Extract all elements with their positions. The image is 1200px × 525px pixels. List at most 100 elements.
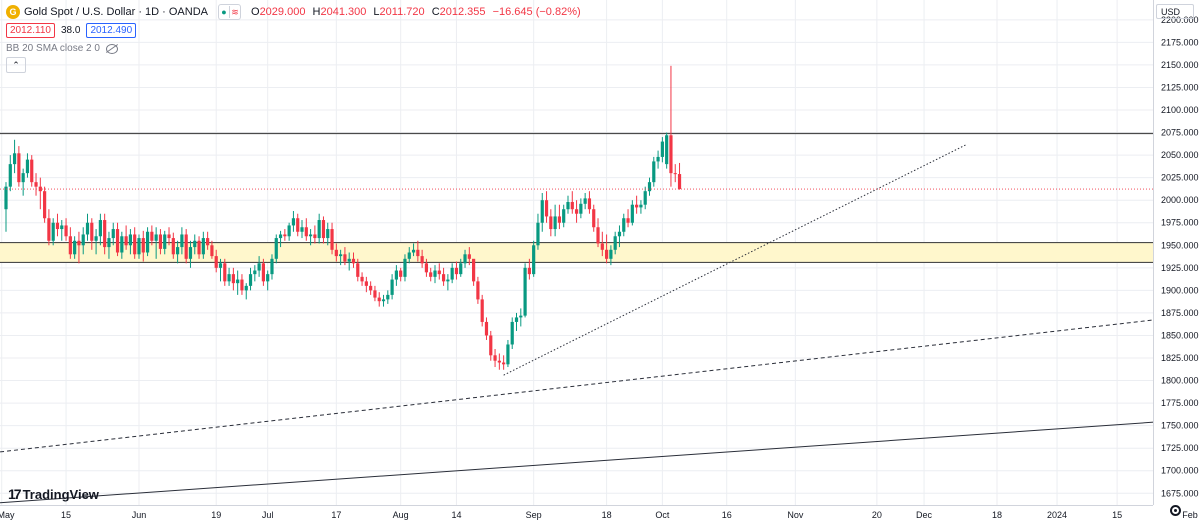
candle-body — [351, 258, 356, 264]
market-status-pill[interactable]: ● ≋ — [218, 4, 241, 20]
candle-body — [394, 270, 398, 280]
candle-body — [68, 236, 72, 255]
candle-body — [497, 360, 501, 363]
collapse-legend-button[interactable]: ⌃ — [6, 57, 26, 73]
eye-hidden-icon[interactable] — [105, 43, 118, 54]
candle-body — [630, 204, 634, 223]
candle-body — [107, 238, 111, 248]
candle-body — [459, 263, 463, 275]
price-tick-label: 1875.000 — [1161, 308, 1199, 318]
ohlc-open-key: O — [251, 6, 260, 18]
candle-body — [330, 229, 334, 250]
currency-selector[interactable]: USD — [1156, 4, 1194, 19]
price-tick-label: 2075.000 — [1161, 128, 1199, 138]
candle-body — [587, 198, 592, 210]
candle-body — [390, 279, 394, 295]
tradingview-wordmark: TradingView — [22, 486, 99, 502]
candle-body — [77, 240, 81, 246]
candle-body — [8, 164, 12, 187]
candle-body — [248, 274, 253, 286]
candle-body — [652, 161, 656, 183]
candle-body — [514, 317, 519, 322]
candle-body — [214, 256, 218, 268]
candle-body — [94, 236, 98, 241]
candle-body — [283, 234, 287, 237]
symbol-legend[interactable]: G Gold Spot / U.S. Dollar · 1D · OANDA ●… — [6, 4, 585, 20]
candle-body — [128, 234, 133, 246]
trendlines — [0, 143, 1200, 504]
candle-body — [145, 231, 150, 253]
candle-body — [583, 198, 587, 204]
time-tick-label: 17 — [331, 510, 341, 520]
candle-body — [399, 270, 403, 277]
symbol-title[interactable]: Gold Spot / U.S. Dollar · 1D · OANDA — [24, 6, 208, 18]
candle-body — [90, 222, 94, 241]
candle-body — [407, 252, 411, 259]
ohlc-high-key: H — [312, 6, 321, 18]
candle-body — [437, 270, 441, 275]
price-tick-label: 1725.000 — [1161, 443, 1199, 453]
candle-body — [429, 272, 433, 277]
candle-body — [115, 229, 120, 253]
candle-body — [227, 274, 231, 282]
time-tick-label: Sep — [526, 510, 542, 520]
candle-body — [562, 209, 566, 223]
candle-body — [300, 227, 304, 232]
candle-body — [411, 249, 416, 253]
indicator-legend[interactable]: BB 20 SMA close 2 0 — [6, 43, 118, 54]
time-axis-bg — [0, 505, 1200, 525]
candle-body — [420, 256, 424, 264]
candle-body — [381, 299, 386, 302]
candle-body — [433, 270, 437, 277]
candle-body — [193, 240, 197, 248]
sell-price-box[interactable]: 2012.110 — [6, 23, 55, 38]
candle-body — [643, 191, 647, 205]
candle-body — [673, 173, 677, 175]
candle-body — [454, 267, 459, 275]
candle-body — [21, 173, 25, 183]
candle-body — [25, 159, 30, 174]
candle-body — [416, 249, 420, 257]
candle-body — [137, 238, 141, 255]
gold-symbol-icon: G — [6, 5, 20, 19]
candle-body — [163, 234, 167, 249]
time-tick-label: 16 — [722, 510, 732, 520]
candle-body — [176, 247, 180, 255]
candle-body — [150, 231, 154, 241]
candle-body — [240, 279, 244, 291]
candle-body — [274, 238, 278, 259]
candle-body — [334, 249, 338, 257]
candle-body — [55, 222, 60, 230]
candle-body — [549, 216, 553, 230]
time-tick-label: Jun — [132, 510, 147, 520]
gear-icon[interactable] — [1170, 505, 1181, 516]
price-tick-label: 1950.000 — [1161, 240, 1199, 250]
candle-body — [313, 234, 317, 239]
ohlc-values: O2029.000 H2041.300 L2011.720 C2012.355 … — [251, 6, 585, 18]
candle-body — [317, 220, 321, 239]
time-tick-label: Dec — [916, 510, 933, 520]
candle-body — [98, 220, 102, 237]
candle-body — [463, 254, 467, 264]
ohlc-low-key: L — [373, 6, 380, 18]
price-tick-label: 2050.000 — [1161, 150, 1199, 160]
candle-body — [278, 234, 283, 239]
candle-body — [544, 200, 549, 217]
candle-body — [480, 299, 484, 322]
buy-price-box[interactable]: 2012.490 — [86, 23, 137, 38]
horizontal-levels — [0, 132, 1153, 264]
candle-body — [377, 297, 381, 302]
ohlc-open-value: 2029.000 — [259, 6, 306, 18]
candle-body — [34, 182, 38, 187]
time-tick-label: 2024 — [1047, 510, 1067, 520]
candle-body — [536, 222, 540, 246]
candle-body — [43, 191, 47, 219]
price-axis[interactable]: 1675.000 1700.000 1725.000 1750.000 1775.000… — [1153, 0, 1200, 525]
candle-body — [291, 218, 296, 226]
time-axis[interactable]: May 15 Jun 19 Jul 17 Aug 14 Sep 18 Oct 16 Nov 20 Dec 18… — [0, 505, 1200, 525]
price-tick-label: 1825.000 — [1161, 353, 1199, 363]
time-tick-label: 20 — [872, 510, 882, 520]
indicator-label: BB 20 SMA close 2 0 — [6, 43, 100, 54]
candle-body — [308, 234, 313, 237]
